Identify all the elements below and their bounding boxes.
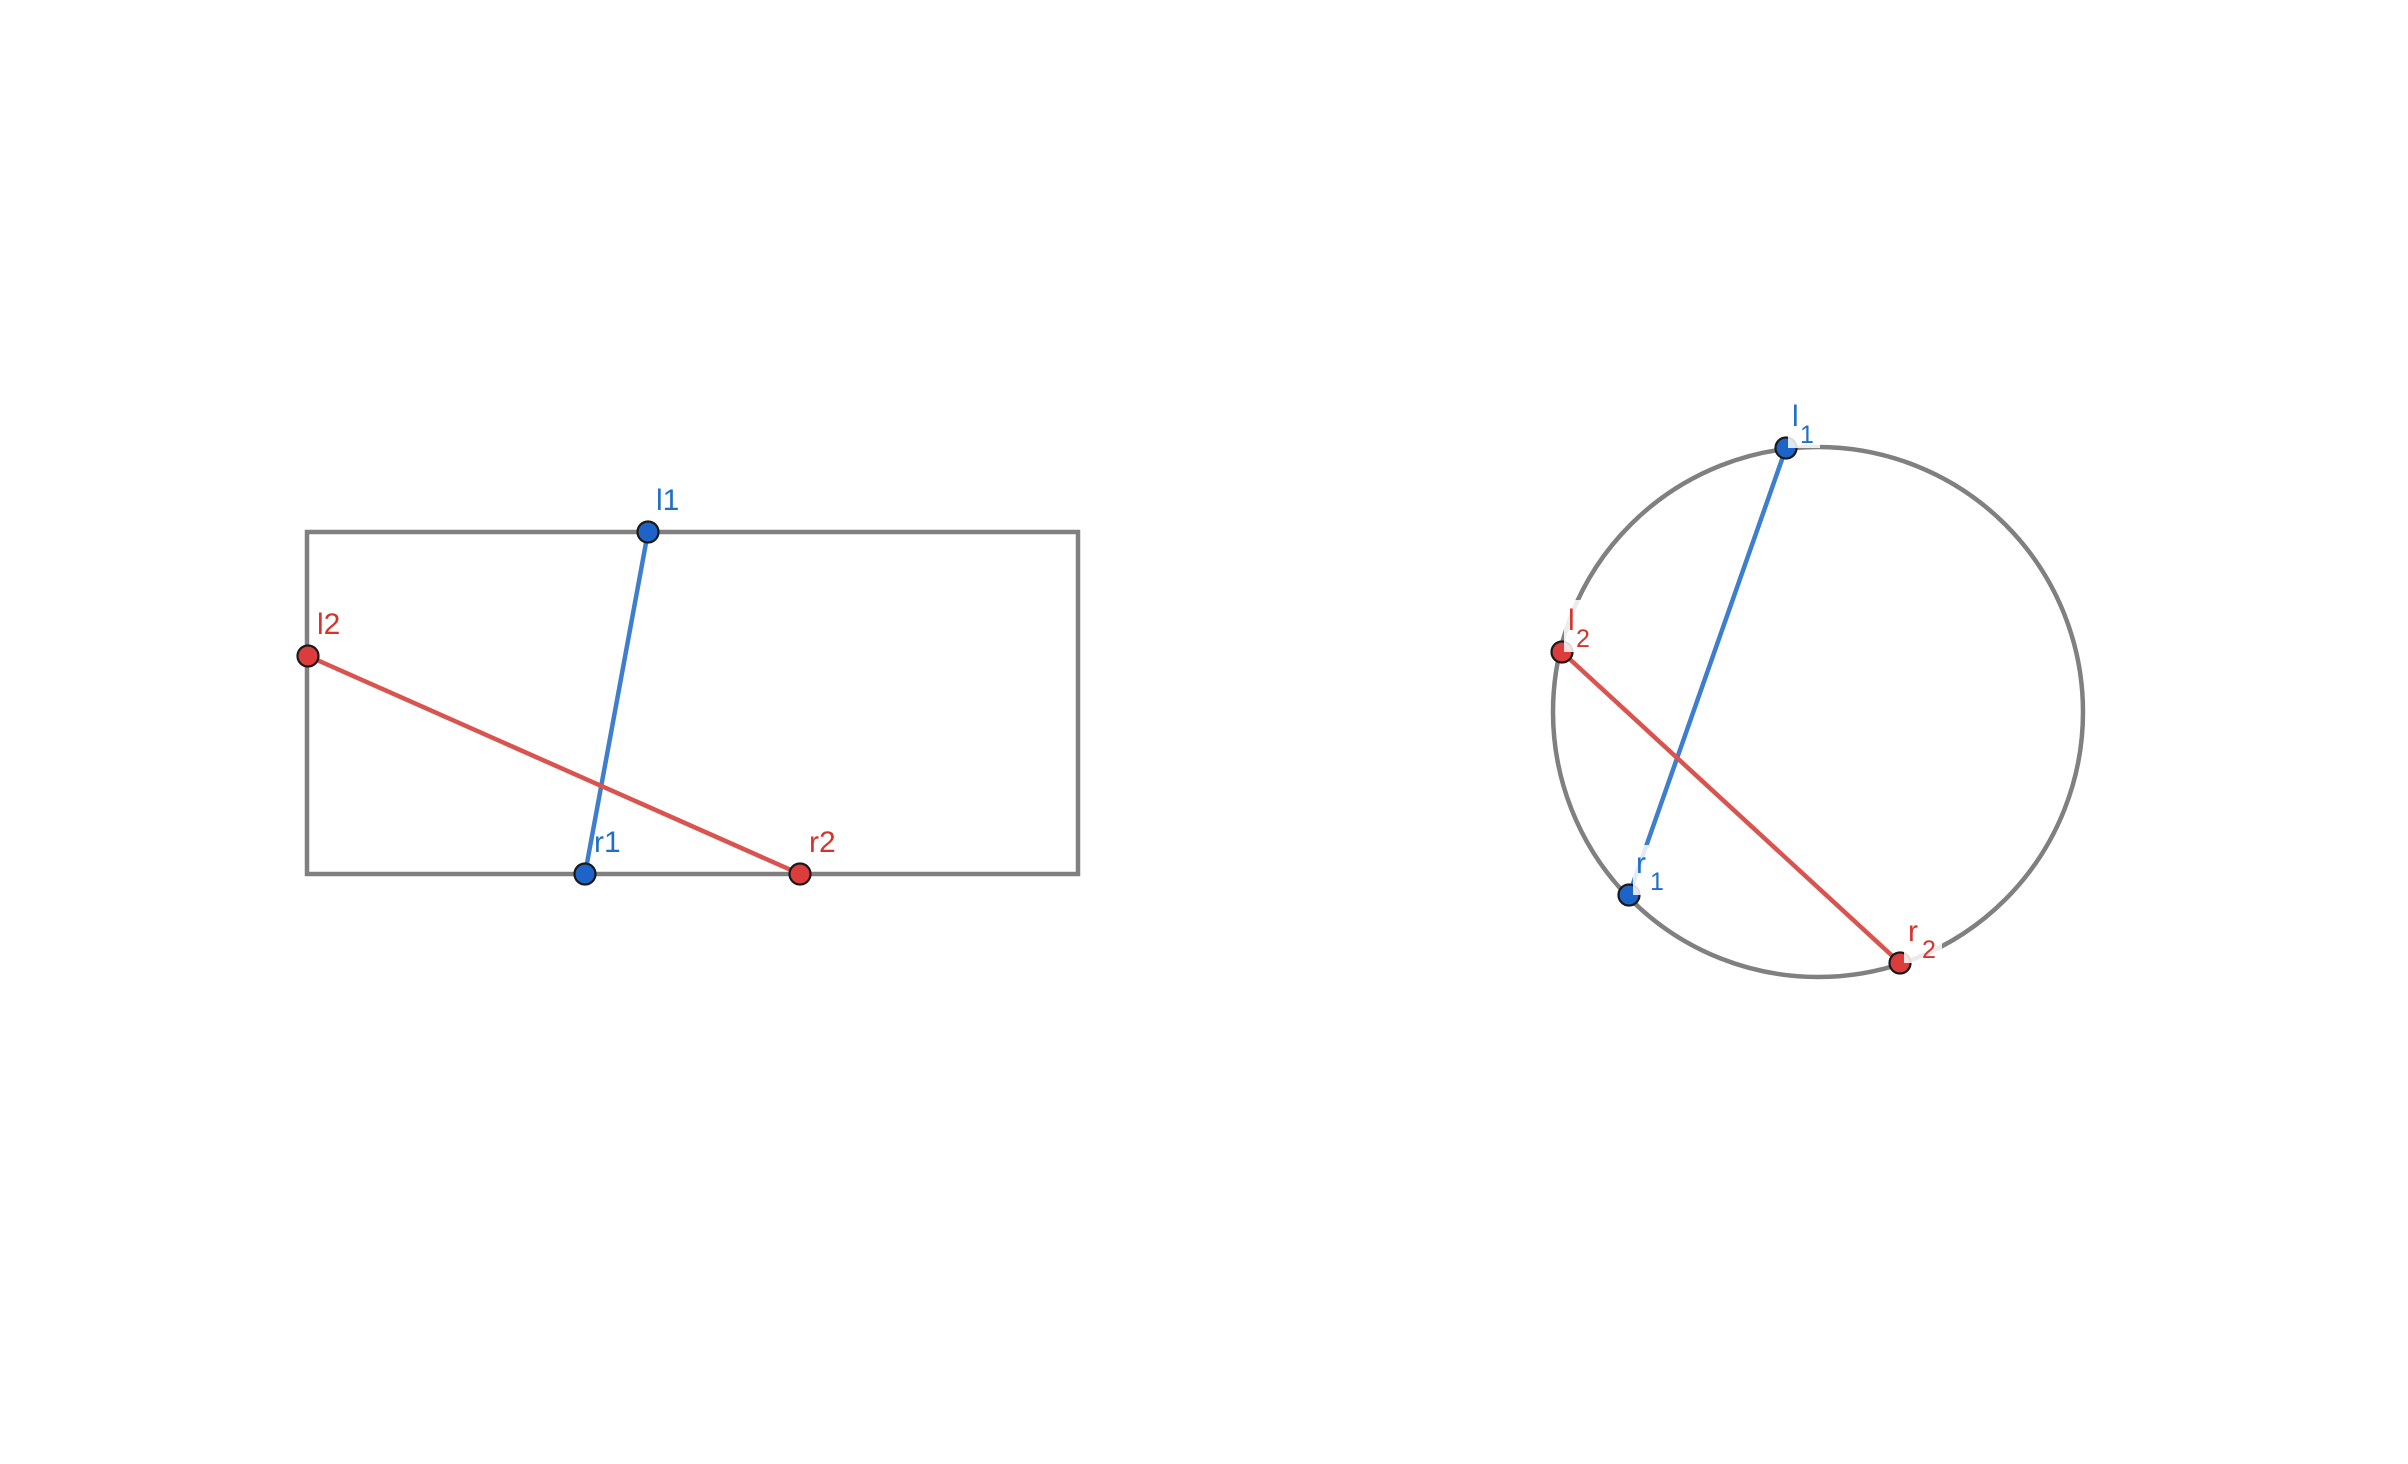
label-backdrop [1564, 600, 1596, 652]
rect-label-l1: l1 [656, 484, 679, 517]
label-backdrop [1633, 845, 1669, 895]
circle-label-l2: l 2 [1564, 600, 1596, 653]
rect-point-r1[interactable] [573, 862, 597, 886]
label-subscript: 1 [1800, 421, 1814, 449]
rect-label-l2: l2 [317, 608, 340, 641]
rectangle-frame [304, 529, 1081, 877]
rect-point-l1[interactable] [636, 520, 660, 544]
label-base: l [1792, 400, 1799, 433]
circle-label-l1: l 1 [1788, 396, 1820, 449]
rect-label-r2: r2 [809, 826, 836, 859]
rect-red-segment [305, 653, 803, 877]
rect-label-r1: r1 [594, 826, 621, 859]
circle-red-chord [1559, 649, 1903, 966]
circle-label-r1: r 1 [1633, 845, 1669, 896]
circle-blue-chord [1626, 445, 1789, 898]
label-subscript: 2 [1576, 625, 1590, 653]
label-base: r [1636, 847, 1646, 880]
label-subscript: 2 [1922, 936, 1936, 964]
rect-point-l2[interactable] [296, 644, 320, 668]
label-subscript: 1 [1650, 868, 1664, 896]
rect-point-r2[interactable] [788, 862, 812, 886]
label-backdrop [1904, 913, 1942, 963]
rectangle-diagram: l1 l2 r1 r2 [296, 484, 1081, 886]
circle-diagram: l 1 l 2 r 1 r 2 [1550, 396, 2086, 980]
circle-label-r2: r 2 [1904, 913, 1942, 964]
rect-blue-segment [582, 529, 651, 877]
label-base: l [1568, 604, 1575, 637]
label-base: r [1908, 915, 1918, 948]
label-backdrop [1788, 396, 1820, 448]
